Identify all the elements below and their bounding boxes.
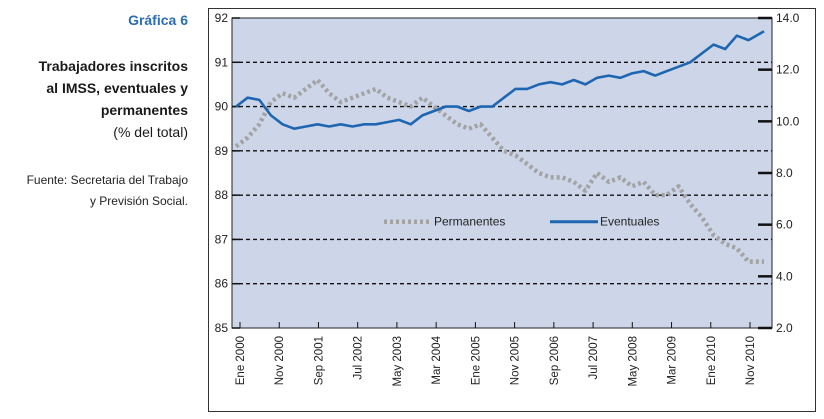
legend-label-permanentes: Permanentes bbox=[434, 215, 505, 229]
y-left-tick-label: 87 bbox=[215, 232, 229, 246]
x-tick-label: May 2008 bbox=[627, 336, 639, 387]
series-line-eventuales bbox=[235, 30, 765, 130]
x-tick-label: Ene 2005 bbox=[470, 336, 482, 385]
series-line-permanentes bbox=[234, 77, 764, 264]
y-left-tick-label: 92 bbox=[215, 11, 229, 25]
title-line-3: permanentes bbox=[100, 102, 188, 118]
y-left-tick-label: 90 bbox=[215, 100, 229, 114]
source-line-1: Fuente: Secretaria del Trabajo bbox=[26, 173, 188, 187]
x-tick-label: Sep 2006 bbox=[549, 336, 561, 385]
x-tick-label: Jul 2007 bbox=[588, 336, 600, 379]
side-panel: Gráfica 6 Trabajadores inscritos al IMSS… bbox=[0, 0, 196, 419]
y-left-tick-label: 88 bbox=[215, 188, 229, 202]
x-tick-label: Mar 2009 bbox=[667, 336, 679, 385]
y-right-tick-label: 14.0 bbox=[776, 11, 800, 25]
y-left-tick-label: 86 bbox=[215, 277, 229, 291]
y-right-tick-label: 4.0 bbox=[776, 269, 793, 283]
units-label: (% del total) bbox=[113, 124, 188, 140]
x-tick-label: Jul 2002 bbox=[353, 336, 365, 379]
x-tick-label: Sep 2001 bbox=[313, 336, 325, 385]
source-note: Fuente: Secretaria del Trabajo y Previsi… bbox=[0, 170, 188, 212]
y-left-tick-label: 89 bbox=[215, 144, 229, 158]
x-tick-label: Ene 2010 bbox=[706, 336, 718, 385]
title-line-1: Trabajadores inscritos bbox=[38, 58, 188, 74]
x-tick-label: Nov 2000 bbox=[274, 336, 286, 385]
x-tick-label: May 2003 bbox=[392, 336, 404, 387]
x-tick-label: Ene 2000 bbox=[235, 336, 247, 385]
x-tick-label: Mar 2004 bbox=[431, 335, 443, 384]
plot-area bbox=[231, 17, 773, 329]
x-tick-label: Nov 2005 bbox=[510, 336, 522, 385]
chart-container: 85 86 87 88 89 90 91 92 2.0 4.0 6.0 8.0 10.0 12.0 14.0… bbox=[208, 8, 816, 412]
y-right-tick-label: 12.0 bbox=[776, 63, 800, 77]
source-line-2: y Previsión Social. bbox=[89, 194, 188, 208]
x-tick-label: Nov 2010 bbox=[745, 336, 757, 385]
figure-title: Trabajadores inscritos al IMSS, eventual… bbox=[0, 55, 188, 143]
title-line-2: al IMSS, eventuales y bbox=[46, 80, 188, 96]
legend-label-eventuales: Eventuales bbox=[600, 215, 659, 229]
y-left-tick-label: 85 bbox=[215, 321, 229, 335]
line-chart: 85 86 87 88 89 90 91 92 2.0 4.0 6.0 8.0 10.0 12.0 14.0… bbox=[208, 8, 816, 412]
y-right-tick-label: 6.0 bbox=[776, 218, 793, 232]
y-right-tick-label: 10.0 bbox=[776, 114, 800, 128]
y-left-tick-label: 91 bbox=[215, 55, 229, 69]
y-right-tick-label: 2.0 bbox=[776, 321, 793, 335]
figure-label: Gráfica 6 bbox=[128, 12, 188, 28]
y-right-tick-label: 8.0 bbox=[776, 166, 793, 180]
